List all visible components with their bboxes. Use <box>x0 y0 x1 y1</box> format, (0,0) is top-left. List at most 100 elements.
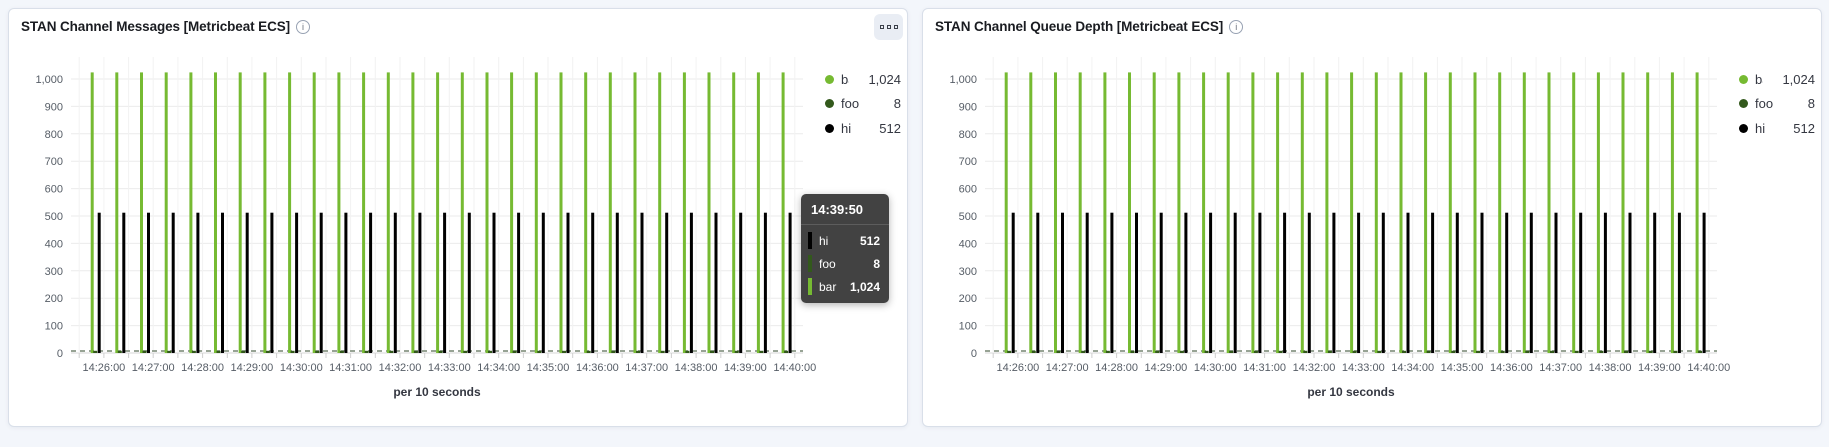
tooltip-rows: hi 512 foo 8 bar 1,024 <box>801 225 889 303</box>
panel-options-icon <box>879 25 884 29</box>
legend-value-foo: 8 <box>893 96 901 112</box>
svg-text:14:35:00: 14:35:00 <box>527 362 570 374</box>
legend-dot-bar <box>825 74 834 84</box>
panel-header: STAN Channel Messages [Metricbeat ECS] i <box>21 19 311 34</box>
legend-item-bar[interactable]: bar 1,024 <box>1739 67 1815 92</box>
tooltip-label-foo: foo <box>819 256 836 271</box>
svg-text:14:33:00: 14:33:00 <box>428 362 471 374</box>
tooltip-label-hi: hi <box>819 233 829 248</box>
svg-text:700: 700 <box>959 156 977 168</box>
legend-dot-hi <box>1739 123 1748 133</box>
svg-text:14:28:00: 14:28:00 <box>181 362 224 374</box>
svg-text:14:38:00: 14:38:00 <box>675 362 718 374</box>
legend-value-bar: 1,024 <box>1782 71 1815 87</box>
panel-options-icon <box>893 25 898 29</box>
info-icon[interactable]: i <box>1229 19 1244 34</box>
legend-value-hi: 512 <box>1793 120 1815 136</box>
chart-legend: bar 1,024 foo 8 hi 512 <box>1739 67 1815 141</box>
tooltip-row-bar: bar 1,024 <box>801 275 889 298</box>
svg-text:800: 800 <box>959 129 977 141</box>
legend-value-hi: 512 <box>879 120 901 136</box>
svg-text:14:30:00: 14:30:00 <box>1194 362 1237 374</box>
legend-dot-foo <box>1739 99 1748 109</box>
svg-text:14:34:00: 14:34:00 <box>1391 362 1434 374</box>
svg-text:200: 200 <box>959 293 977 305</box>
legend-dot-hi <box>825 123 834 133</box>
legend-item-foo[interactable]: foo 8 <box>825 92 901 117</box>
legend-label-hi: hi <box>841 120 852 136</box>
legend-item-hi[interactable]: hi 512 <box>825 116 901 141</box>
svg-text:500: 500 <box>959 211 977 223</box>
tooltip-value-foo: 8 <box>873 256 880 271</box>
svg-text:14:36:00: 14:36:00 <box>1490 362 1533 374</box>
tooltip-marker-foo <box>808 255 812 272</box>
panel-options-icon <box>886 25 891 29</box>
svg-text:14:37:00: 14:37:00 <box>1539 362 1582 374</box>
svg-text:14:29:00: 14:29:00 <box>1144 362 1187 374</box>
chart-canvas[interactable]: 0 100 200 300 400 500 600 700 800 900 1,000 14:26:0… <box>9 49 909 389</box>
svg-text:14:32:00: 14:32:00 <box>1293 362 1336 374</box>
tooltip-row-foo: foo 8 <box>801 252 889 275</box>
svg-text:300: 300 <box>45 266 63 278</box>
svg-text:14:26:00: 14:26:00 <box>82 362 125 374</box>
tooltip-label-bar: bar <box>819 279 837 294</box>
svg-text:14:39:00: 14:39:00 <box>724 362 767 374</box>
svg-text:600: 600 <box>959 184 977 196</box>
svg-text:14:39:00: 14:39:00 <box>1638 362 1681 374</box>
legend-value-foo: 8 <box>1807 96 1815 112</box>
svg-text:14:33:00: 14:33:00 <box>1342 362 1385 374</box>
chart-canvas[interactable]: 0 100 200 300 400 500 600 700 800 900 1,000 14:26:0… <box>923 49 1823 389</box>
legend-item-hi[interactable]: hi 512 <box>1739 116 1815 141</box>
panel-stan-channel-messages: STAN Channel Messages [Metricbeat ECS] i… <box>8 8 908 427</box>
svg-text:14:40:00: 14:40:00 <box>773 362 816 374</box>
chart-tooltip: 14:39:50 hi 512 foo 8 bar 1,024 <box>801 194 889 303</box>
svg-text:0: 0 <box>971 348 977 360</box>
svg-text:600: 600 <box>45 184 63 196</box>
svg-text:14:34:00: 14:34:00 <box>477 362 520 374</box>
tooltip-value-bar: 1,024 <box>849 279 880 294</box>
svg-text:100: 100 <box>959 321 977 333</box>
panel-title[interactable]: STAN Channel Queue Depth [Metricbeat ECS… <box>935 19 1224 34</box>
svg-text:1,000: 1,000 <box>949 74 977 86</box>
x-axis-title: per 10 seconds <box>1307 385 1395 399</box>
tooltip-row-hi: hi 512 <box>801 229 889 252</box>
svg-text:14:38:00: 14:38:00 <box>1589 362 1632 374</box>
svg-text:14:31:00: 14:31:00 <box>329 362 372 374</box>
legend-dot-bar <box>1739 74 1748 84</box>
info-icon[interactable]: i <box>296 19 311 34</box>
svg-text:800: 800 <box>45 129 63 141</box>
svg-text:14:36:00: 14:36:00 <box>576 362 619 374</box>
svg-text:14:27:00: 14:27:00 <box>132 362 175 374</box>
legend-label-hi: hi <box>1755 120 1766 136</box>
x-axis-title: per 10 seconds <box>393 385 481 399</box>
svg-text:14:27:00: 14:27:00 <box>1046 362 1089 374</box>
svg-text:14:40:00: 14:40:00 <box>1687 362 1730 374</box>
legend-label-bar: bar <box>1755 71 1763 87</box>
legend-value-bar: 1,024 <box>868 71 901 87</box>
svg-text:14:26:00: 14:26:00 <box>996 362 1039 374</box>
svg-text:14:31:00: 14:31:00 <box>1243 362 1286 374</box>
tooltip-marker-bar <box>808 278 812 295</box>
svg-text:0: 0 <box>57 348 63 360</box>
svg-text:700: 700 <box>45 156 63 168</box>
svg-text:14:28:00: 14:28:00 <box>1095 362 1138 374</box>
panel-title[interactable]: STAN Channel Messages [Metricbeat ECS] <box>21 19 291 34</box>
svg-text:1,000: 1,000 <box>35 74 63 86</box>
svg-text:900: 900 <box>45 101 63 113</box>
svg-text:100: 100 <box>45 321 63 333</box>
chart-legend: bar 1,024 foo 8 hi 512 <box>825 67 901 141</box>
svg-text:14:29:00: 14:29:00 <box>230 362 273 374</box>
svg-text:400: 400 <box>45 238 63 250</box>
panel-stan-channel-queue-depth: STAN Channel Queue Depth [Metricbeat ECS… <box>922 8 1822 427</box>
panel-options-button[interactable] <box>874 14 903 40</box>
panel-header: STAN Channel Queue Depth [Metricbeat ECS… <box>935 19 1244 34</box>
svg-text:400: 400 <box>959 238 977 250</box>
legend-label-foo: foo <box>841 96 860 112</box>
chart-area: 0 100 200 300 400 500 600 700 800 900 1,000 14:26:0… <box>923 49 1823 389</box>
legend-item-foo[interactable]: foo 8 <box>1739 92 1815 117</box>
svg-text:14:32:00: 14:32:00 <box>379 362 422 374</box>
legend-item-bar[interactable]: bar 1,024 <box>825 67 901 92</box>
svg-text:14:30:00: 14:30:00 <box>280 362 323 374</box>
svg-text:500: 500 <box>45 211 63 223</box>
tooltip-value-hi: 512 <box>859 233 880 248</box>
